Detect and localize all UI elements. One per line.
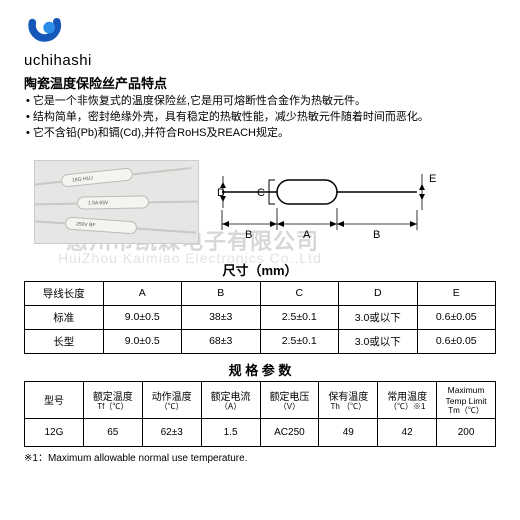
- dim-e: E: [429, 173, 436, 185]
- dim-table-title: 尺寸（mm）: [24, 260, 496, 279]
- cell: 38±3: [182, 305, 261, 329]
- cell: AC250: [260, 418, 319, 446]
- logo-block: uchihashi: [24, 10, 496, 69]
- cell: 9.0±0.5: [103, 329, 182, 353]
- cell: 9.0±0.5: [103, 305, 182, 329]
- fuse-label: 250V BF: [76, 221, 96, 228]
- spec-table-title: 规 格 参 数: [24, 360, 496, 379]
- cell: 标准: [25, 305, 104, 329]
- dim-header: A: [103, 281, 182, 305]
- cell: 3.0或以下: [339, 329, 418, 353]
- dim-a: A: [303, 229, 311, 241]
- spec-header: 保有温度Th （℃）: [319, 381, 378, 418]
- fuse-label: 18G H1U: [72, 175, 93, 183]
- dim-header: B: [182, 281, 261, 305]
- dim-header: C: [260, 281, 339, 305]
- cell: 2.5±0.1: [260, 329, 339, 353]
- dim-header: D: [339, 281, 418, 305]
- bullet-item: 它不含铅(Pb)和镉(Cd),并符合RoHS及REACH规定。: [24, 126, 496, 142]
- spec-header: 动作温度（℃）: [142, 381, 201, 418]
- dim-d: D: [217, 187, 225, 199]
- bullet-item: 它是一个非恢复式的温度保险丝,它是用可熔断性合金作为热敏元件。: [24, 94, 496, 110]
- dim-header: 导线长度: [25, 281, 104, 305]
- cell: 长型: [25, 329, 104, 353]
- spec-table: 型号 额定温度Tf（℃） 动作温度（℃） 额定电流（A） 额定电压（V） 保有温…: [24, 381, 496, 447]
- dim-header: E: [417, 281, 496, 305]
- cell: 1.5: [201, 418, 260, 446]
- cell: 62±3: [142, 418, 201, 446]
- spec-header: 额定温度Tf（℃）: [83, 381, 142, 418]
- cell: 3.0或以下: [339, 305, 418, 329]
- spec-header: 额定电压（V）: [260, 381, 319, 418]
- spec-header: Maximum Temp LimitTm（℃）: [437, 381, 496, 418]
- cell: 200: [437, 418, 496, 446]
- cell: 0.6±0.05: [417, 329, 496, 353]
- dim-b2: B: [373, 229, 380, 241]
- cell: 49: [319, 418, 378, 446]
- table-row: 12G 65 62±3 1.5 AC250 49 42 200: [25, 418, 496, 446]
- spec-header: 常用温度（℃）※1: [378, 381, 437, 418]
- bullet-item: 结构简单，密封绝缘外壳，具有稳定的热敏性能，减少热敏元件随着时间而恶化。: [24, 110, 496, 126]
- cell: 42: [378, 418, 437, 446]
- cell: 0.6±0.05: [417, 305, 496, 329]
- dim-b: B: [245, 229, 252, 241]
- table-row: 长型 9.0±0.5 68±3 2.5±0.1 3.0或以下 0.6±0.05: [25, 329, 496, 353]
- logo-icon: [24, 10, 66, 52]
- section-title: 陶瓷温度保险丝产品特点: [24, 73, 496, 92]
- fuse-label: 1.5A 65V: [88, 200, 108, 206]
- cell: 65: [83, 418, 142, 446]
- dimension-diagram: C D E B A B: [217, 152, 457, 252]
- cell: 2.5±0.1: [260, 305, 339, 329]
- figures-row: 18G H1U 1.5A 65V 250V BF C D E: [34, 152, 496, 252]
- footnote: ※1：Maximum allowable normal use temperat…: [24, 449, 496, 464]
- product-photo: 18G H1U 1.5A 65V 250V BF: [34, 160, 199, 244]
- cell: 68±3: [182, 329, 261, 353]
- cell: 12G: [25, 418, 84, 446]
- table-row: 标准 9.0±0.5 38±3 2.5±0.1 3.0或以下 0.6±0.05: [25, 305, 496, 329]
- dim-c: C: [257, 187, 265, 199]
- brand-name: uchihashi: [24, 52, 92, 69]
- spec-header: 型号: [25, 381, 84, 418]
- spec-header: 额定电流（A）: [201, 381, 260, 418]
- bullet-list: 它是一个非恢复式的温度保险丝,它是用可熔断性合金作为热敏元件。 结构简单，密封绝…: [24, 94, 496, 142]
- dimension-table: 导线长度 A B C D E 标准 9.0±0.5 38±3 2.5±0.1 3…: [24, 281, 496, 354]
